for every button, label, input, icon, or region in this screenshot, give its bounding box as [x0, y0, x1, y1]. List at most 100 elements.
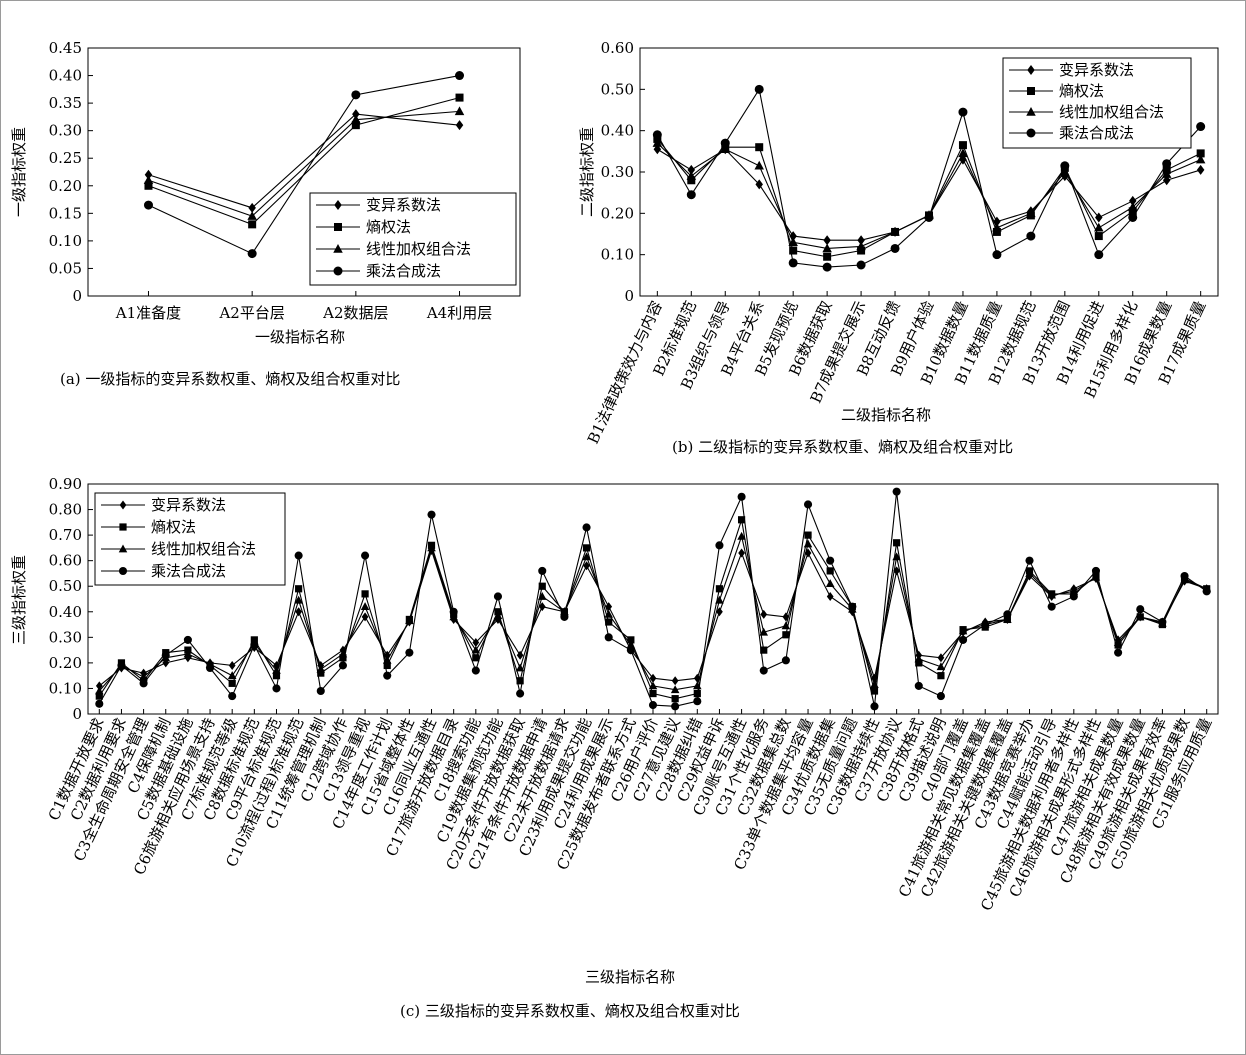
- legend-marker: [1026, 107, 1036, 116]
- data-point: [856, 260, 866, 270]
- data-point: [117, 661, 126, 670]
- data-point: [1202, 587, 1211, 596]
- data-point: [648, 681, 658, 690]
- data-point: [360, 602, 370, 611]
- legend-marker: [333, 244, 343, 253]
- data-point: [1060, 167, 1070, 176]
- data-point: [455, 71, 465, 81]
- y-tick-label: 0.15: [49, 204, 82, 222]
- data-point: [649, 689, 657, 698]
- data-point: [427, 543, 436, 552]
- data-point: [958, 141, 967, 150]
- data-point: [1026, 208, 1036, 218]
- y-tick-label: 0.10: [601, 246, 634, 264]
- data-point: [715, 585, 724, 593]
- x-axis-title: 二级指标名称: [841, 406, 931, 424]
- data-point: [759, 627, 769, 636]
- data-point: [1069, 586, 1079, 595]
- data-point: [1161, 169, 1172, 178]
- y-tick-label: 0.80: [49, 501, 82, 519]
- data-point: [755, 143, 764, 152]
- legend-marker: [1027, 87, 1035, 95]
- y-tick-label: 0.70: [49, 526, 82, 544]
- y-tick-label: 0.60: [49, 552, 82, 570]
- data-point: [516, 677, 524, 685]
- data-point: [538, 582, 546, 590]
- legend-marker: [1026, 128, 1036, 138]
- data-point: [317, 669, 325, 677]
- data-point: [1094, 222, 1104, 232]
- data-point: [992, 222, 1002, 232]
- data-point: [1128, 212, 1138, 222]
- data-point: [582, 552, 591, 561]
- data-point: [693, 689, 701, 698]
- data-point: [670, 685, 680, 694]
- data-point: [205, 663, 215, 673]
- legend-marker: [334, 200, 342, 210]
- data-point: [1158, 617, 1167, 627]
- data-point: [1114, 648, 1123, 657]
- series-line: [148, 110, 460, 217]
- data-point: [95, 686, 104, 695]
- data-point: [803, 500, 813, 509]
- series-4: [143, 71, 465, 259]
- plot-frame: [87, 47, 521, 297]
- y-tick-label: 0.50: [49, 577, 82, 595]
- series-line: [656, 138, 1201, 258]
- data-point: [1025, 568, 1034, 577]
- y-tick-label: 0.40: [49, 67, 82, 85]
- data-point: [737, 531, 746, 540]
- data-point: [582, 544, 591, 552]
- data-point: [1003, 610, 1012, 619]
- y-tick-label: 0: [72, 705, 82, 723]
- y-tick-label: 0: [624, 287, 634, 305]
- data-point: [455, 93, 464, 102]
- legend-marker: [118, 544, 128, 553]
- data-point: [605, 602, 613, 612]
- x-tick-label: A2数据层: [322, 304, 388, 322]
- data-point: [472, 637, 480, 647]
- legend-marker: [334, 223, 342, 231]
- data-point: [823, 235, 831, 246]
- y-tick-label: 0.60: [601, 39, 634, 57]
- data-point: [716, 607, 723, 617]
- series-1: [144, 109, 464, 213]
- panel-caption: (a) 一级指标的变异系数权重、熵权及组合权重对比: [60, 370, 400, 388]
- data-point: [295, 607, 303, 617]
- data-point: [1128, 195, 1137, 206]
- data-point: [822, 243, 832, 253]
- data-point: [1136, 605, 1145, 614]
- legend-label: 线性加权组合法: [151, 540, 256, 558]
- x-axis-title: 三级指标名称: [585, 968, 675, 986]
- data-point: [626, 640, 636, 649]
- data-point: [825, 579, 835, 588]
- y-tick-label: 0.40: [601, 122, 634, 140]
- data-point: [604, 609, 613, 618]
- data-point: [516, 689, 525, 698]
- data-point: [1196, 164, 1205, 175]
- data-point: [383, 671, 392, 680]
- data-point: [760, 609, 768, 619]
- data-point: [1095, 212, 1103, 223]
- y-tick-label: 0.30: [49, 122, 82, 140]
- data-point: [351, 90, 361, 100]
- data-point: [856, 241, 866, 251]
- data-point: [890, 226, 900, 236]
- data-point: [892, 487, 901, 496]
- data-point: [1127, 202, 1138, 211]
- data-point: [583, 561, 590, 571]
- series-4: [95, 487, 1211, 711]
- data-point: [754, 160, 764, 170]
- data-point: [316, 686, 325, 696]
- data-point: [958, 107, 968, 117]
- data-point: [248, 220, 257, 229]
- y-tick-label: 0.30: [601, 163, 634, 181]
- data-point: [1094, 232, 1103, 241]
- legend-label: 熵权法: [151, 518, 196, 536]
- data-point: [449, 607, 458, 616]
- data-point: [472, 654, 480, 662]
- data-point: [405, 616, 414, 625]
- data-point: [992, 250, 1002, 260]
- legend-marker: [333, 266, 343, 276]
